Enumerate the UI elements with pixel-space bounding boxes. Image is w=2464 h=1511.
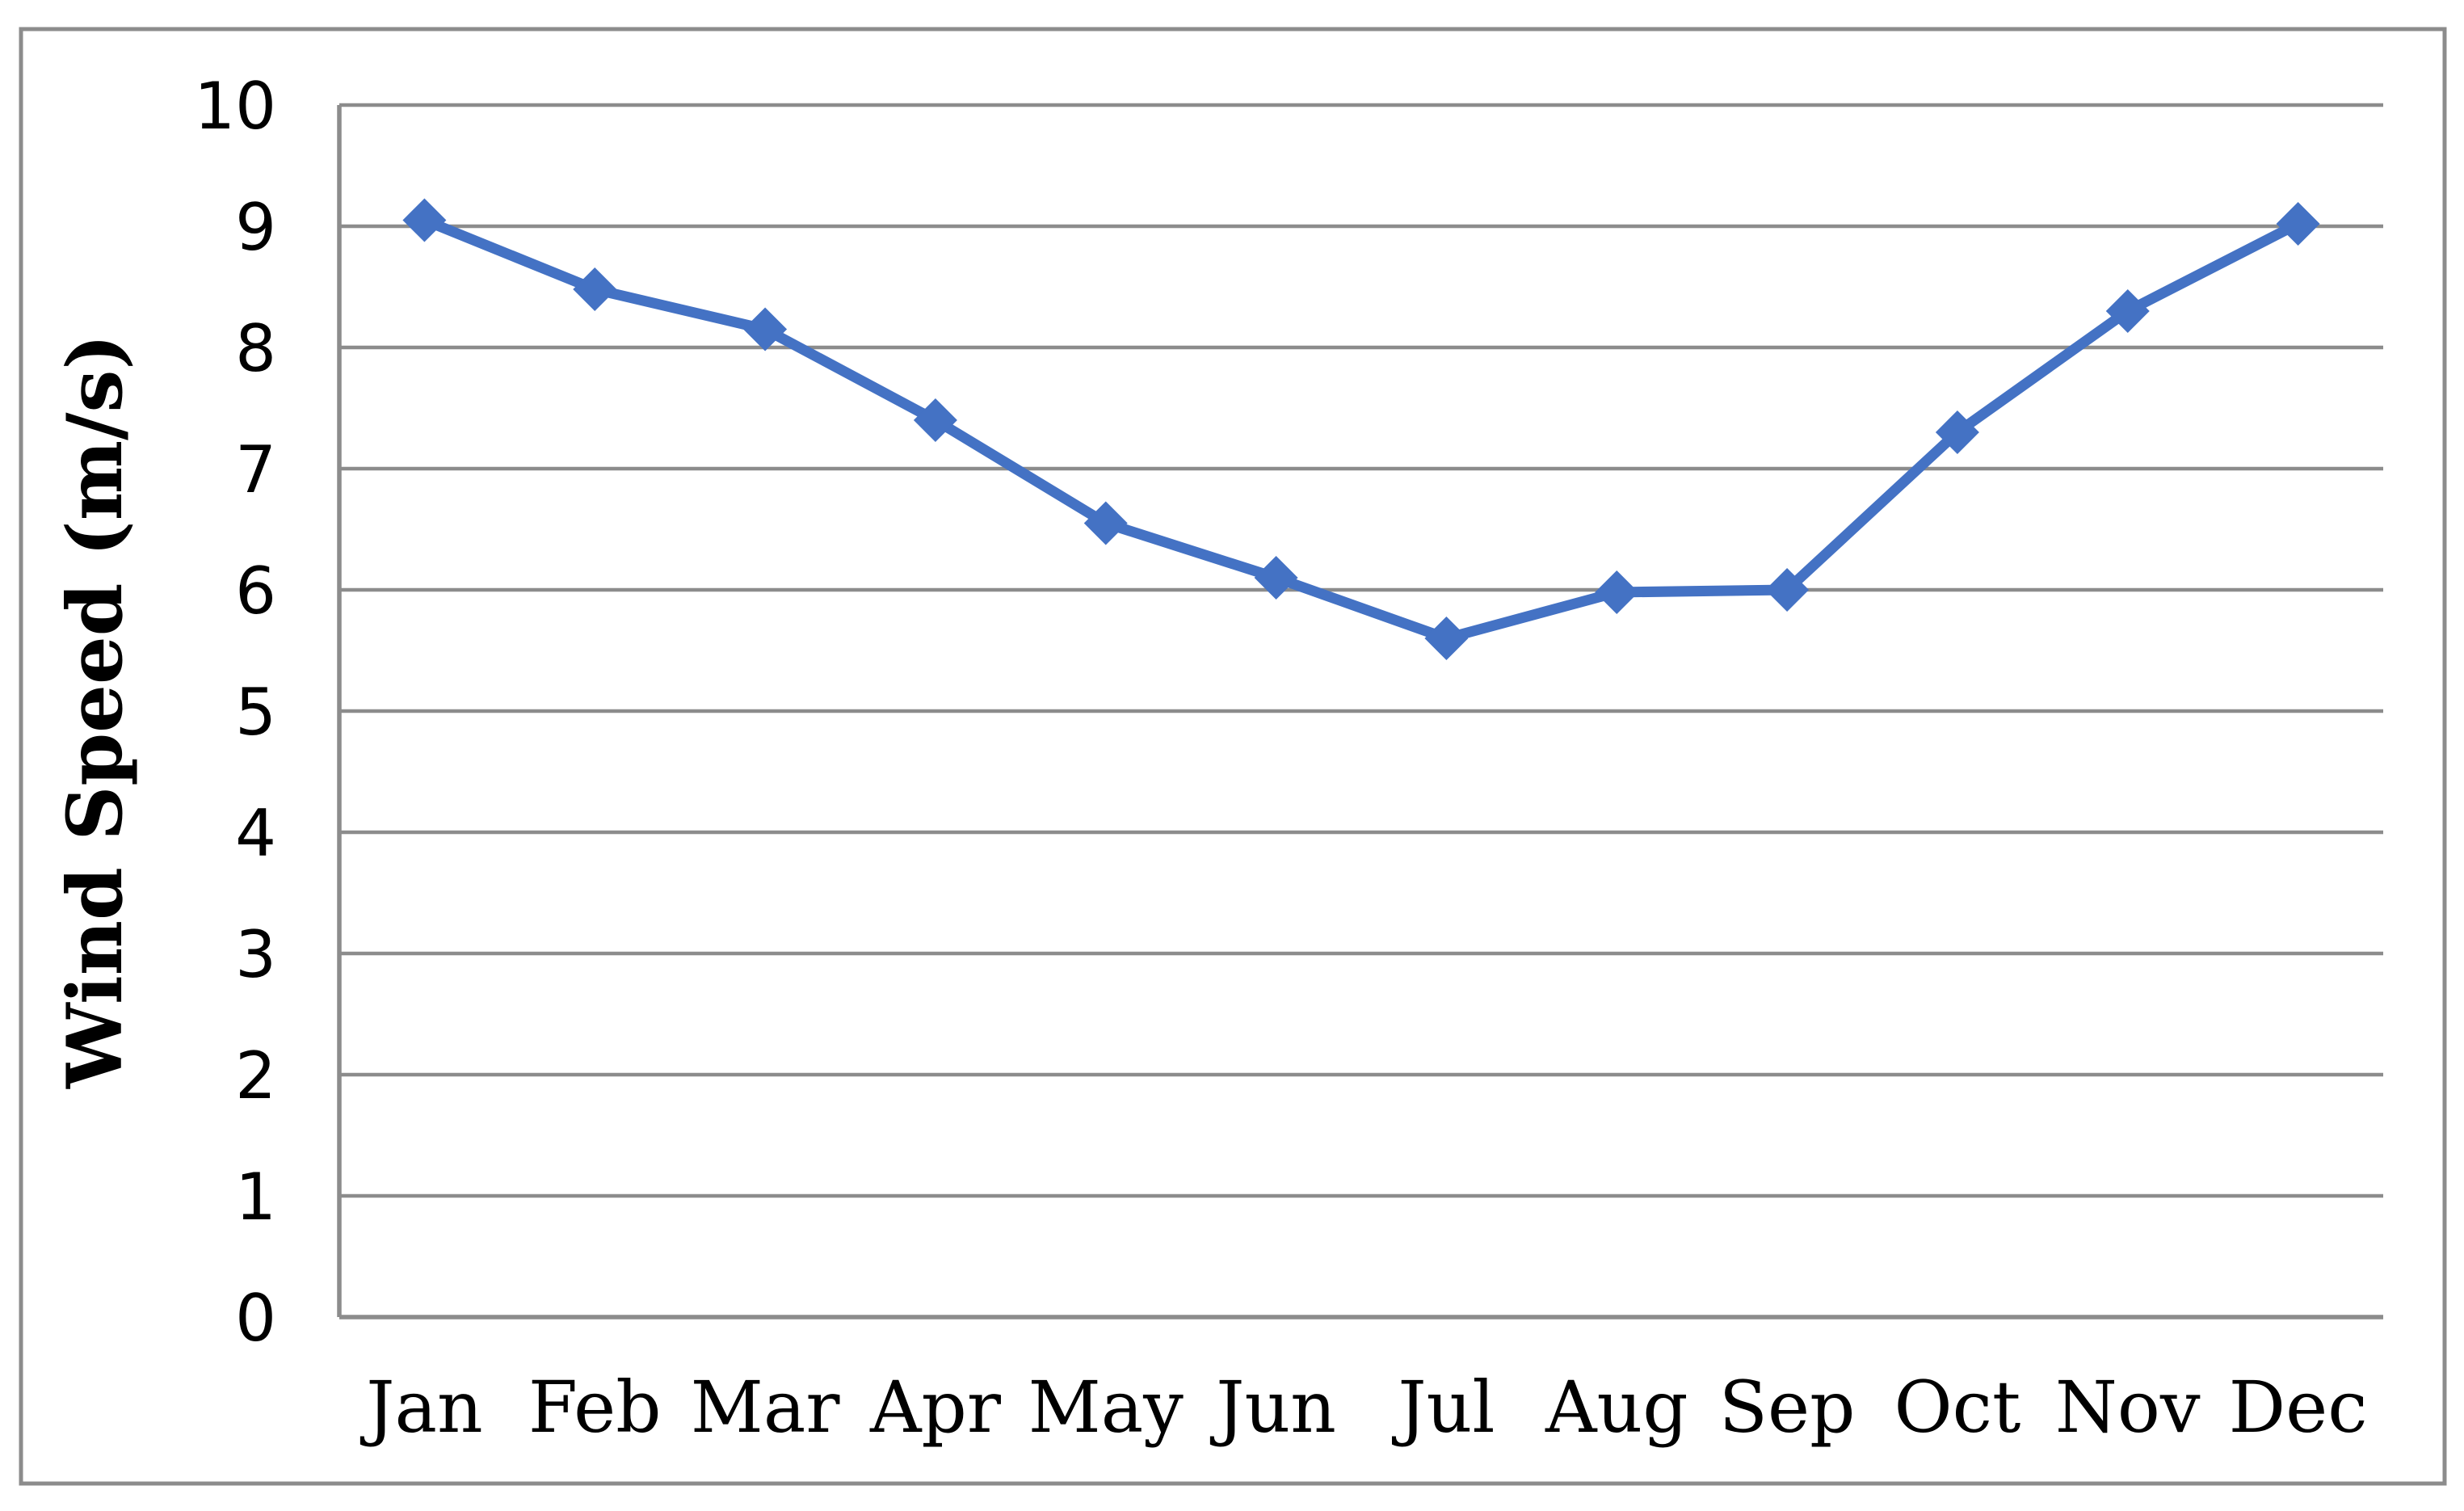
data-point-marker xyxy=(2105,289,2150,333)
wind-speed-series-line xyxy=(418,215,2304,644)
series-line xyxy=(418,215,2304,644)
x-tick-label: Dec xyxy=(2229,1366,2368,1449)
y-tick-label: 9 xyxy=(235,190,276,265)
x-tick-label: Jun xyxy=(1209,1366,1336,1449)
data-point-marker xyxy=(1424,617,1469,660)
axes xyxy=(337,105,2383,1319)
data-point-marker xyxy=(1254,556,1298,600)
y-tick-label: 3 xyxy=(235,917,276,992)
y-tick-label: 8 xyxy=(235,311,276,386)
x-tick-label: Jul xyxy=(1391,1366,1495,1449)
chart-outer-frame xyxy=(19,27,2447,1486)
x-tick-label: Nov xyxy=(2055,1366,2201,1449)
y-tick-label: 6 xyxy=(235,553,276,629)
x-tick-label: May xyxy=(1028,1366,1184,1449)
y-axis-title: Wind Speed (m/s) xyxy=(51,334,140,1089)
x-tick-label: Feb xyxy=(528,1366,662,1449)
x-tick-label: Apr xyxy=(869,1366,1002,1449)
data-point-marker xyxy=(1083,501,1128,545)
x-tick-label: Mar xyxy=(691,1366,841,1449)
series-markers xyxy=(402,198,2320,660)
gridlines xyxy=(339,103,2383,1198)
x-tick-label: Oct xyxy=(1894,1366,2021,1449)
y-tick-label: 1 xyxy=(235,1160,276,1235)
y-tick-label: 0 xyxy=(235,1281,276,1356)
y-tick-label: 10 xyxy=(194,69,276,144)
x-tick-label: Sep xyxy=(1719,1366,1856,1449)
data-point-marker xyxy=(573,267,617,311)
x-tick-label: Jan xyxy=(360,1366,482,1449)
x-tick-label: Aug xyxy=(1545,1366,1688,1449)
y-tick-label: 4 xyxy=(235,796,276,871)
data-point-marker xyxy=(402,198,447,242)
y-tick-label: 7 xyxy=(235,432,276,507)
data-point-marker xyxy=(743,307,788,351)
data-point-marker xyxy=(1935,410,1979,454)
data-point-marker xyxy=(2276,202,2320,246)
y-tick-label: 2 xyxy=(235,1038,276,1113)
x-tick-labels: Jan Feb Mar Apr May Jun Jul Aug Sep Oct Nov Dec xyxy=(360,1366,2367,1449)
y-tick-label: 5 xyxy=(235,675,276,750)
data-point-marker xyxy=(1595,570,1639,614)
data-point-marker xyxy=(913,398,957,442)
y-tick-labels: 0 1 2 3 4 5 6 7 8 9 10 xyxy=(194,69,276,1356)
data-point-marker xyxy=(1765,568,1810,612)
